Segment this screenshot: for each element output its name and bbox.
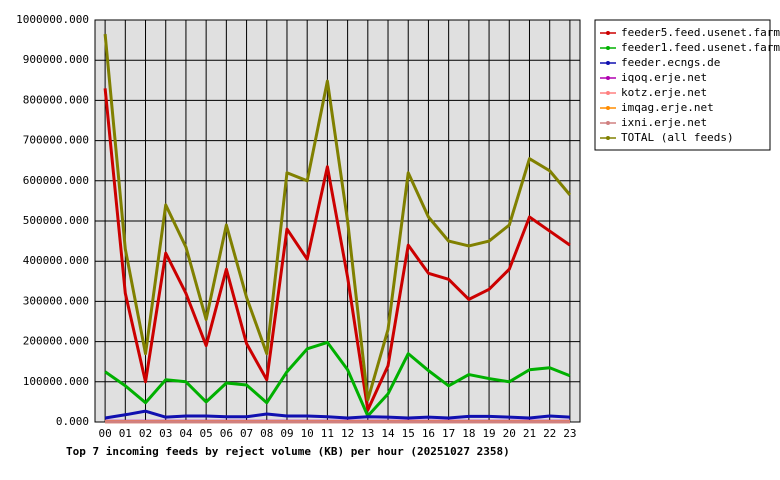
x-tick-label: 13 [361, 427, 374, 440]
x-tick-label: 06 [220, 427, 233, 440]
legend-label: TOTAL (all feeds) [621, 131, 734, 144]
x-tick-label: 11 [321, 427, 334, 440]
x-tick-label: 03 [159, 427, 172, 440]
x-tick-label: 09 [280, 427, 293, 440]
x-tick-label: 22 [543, 427, 556, 440]
y-tick-label: 300000.000 [23, 294, 89, 307]
series-line [104, 340, 571, 418]
legend-label: iqoq.erje.net [621, 71, 707, 84]
x-tick-label: 18 [462, 427, 475, 440]
series-line [103, 88, 571, 412]
chart-title: Top 7 incoming feeds by reject volume (K… [66, 445, 510, 458]
y-tick-label: 900000.000 [23, 53, 89, 66]
y-tick-label: 0.000 [56, 415, 89, 428]
y-tick-label: 100000.000 [23, 375, 89, 388]
y-tick-label: 700000.000 [23, 134, 89, 147]
legend-dot [606, 136, 610, 140]
legend-label: feeder.ecngs.de [621, 56, 720, 69]
x-tick-label: 21 [523, 427, 536, 440]
x-tick-label: 16 [422, 427, 435, 440]
x-tick-label: 10 [301, 427, 314, 440]
x-tick-label: 07 [240, 427, 253, 440]
x-tick-label: 17 [442, 427, 455, 440]
legend-label: feeder5.feed.usenet.farm [621, 26, 780, 39]
y-tick-label: 500000.000 [23, 214, 89, 227]
y-tick-label: 600000.000 [23, 174, 89, 187]
legend [594, 19, 771, 151]
legend-label: imqag.erje.net [621, 101, 714, 114]
legend-dot [606, 121, 610, 125]
x-tick-label: 14 [381, 427, 395, 440]
x-tick-label: 00 [98, 427, 111, 440]
series-line [103, 33, 572, 402]
y-tick-label: 400000.000 [23, 254, 89, 267]
y-tick-label: 1000000.000 [16, 13, 89, 26]
y-tick-label: 800000.000 [23, 93, 89, 106]
x-tick-label: 19 [482, 427, 495, 440]
legend-dot [606, 61, 610, 65]
series-line [104, 409, 570, 420]
legend-label: kotz.erje.net [621, 86, 707, 99]
x-tick-label: 12 [341, 427, 354, 440]
legend-label: ixni.erje.net [621, 116, 707, 129]
legend-label: feeder1.feed.usenet.farm [621, 41, 780, 54]
x-tick-label: 02 [139, 427, 152, 440]
x-tick-label: 20 [503, 427, 516, 440]
legend-dot [606, 46, 610, 50]
x-tick-label: 23 [563, 427, 576, 440]
legend-dot [606, 91, 610, 95]
legend-dot [606, 31, 610, 35]
x-tick-label: 15 [402, 427, 415, 440]
x-tick-label: 04 [179, 427, 193, 440]
x-tick-label: 08 [260, 427, 273, 440]
x-tick-label: 05 [200, 427, 213, 440]
legend-dot [606, 76, 610, 80]
y-tick-label: 200000.000 [23, 335, 89, 348]
legend-dot [606, 106, 610, 110]
x-tick-label: 01 [119, 427, 132, 440]
